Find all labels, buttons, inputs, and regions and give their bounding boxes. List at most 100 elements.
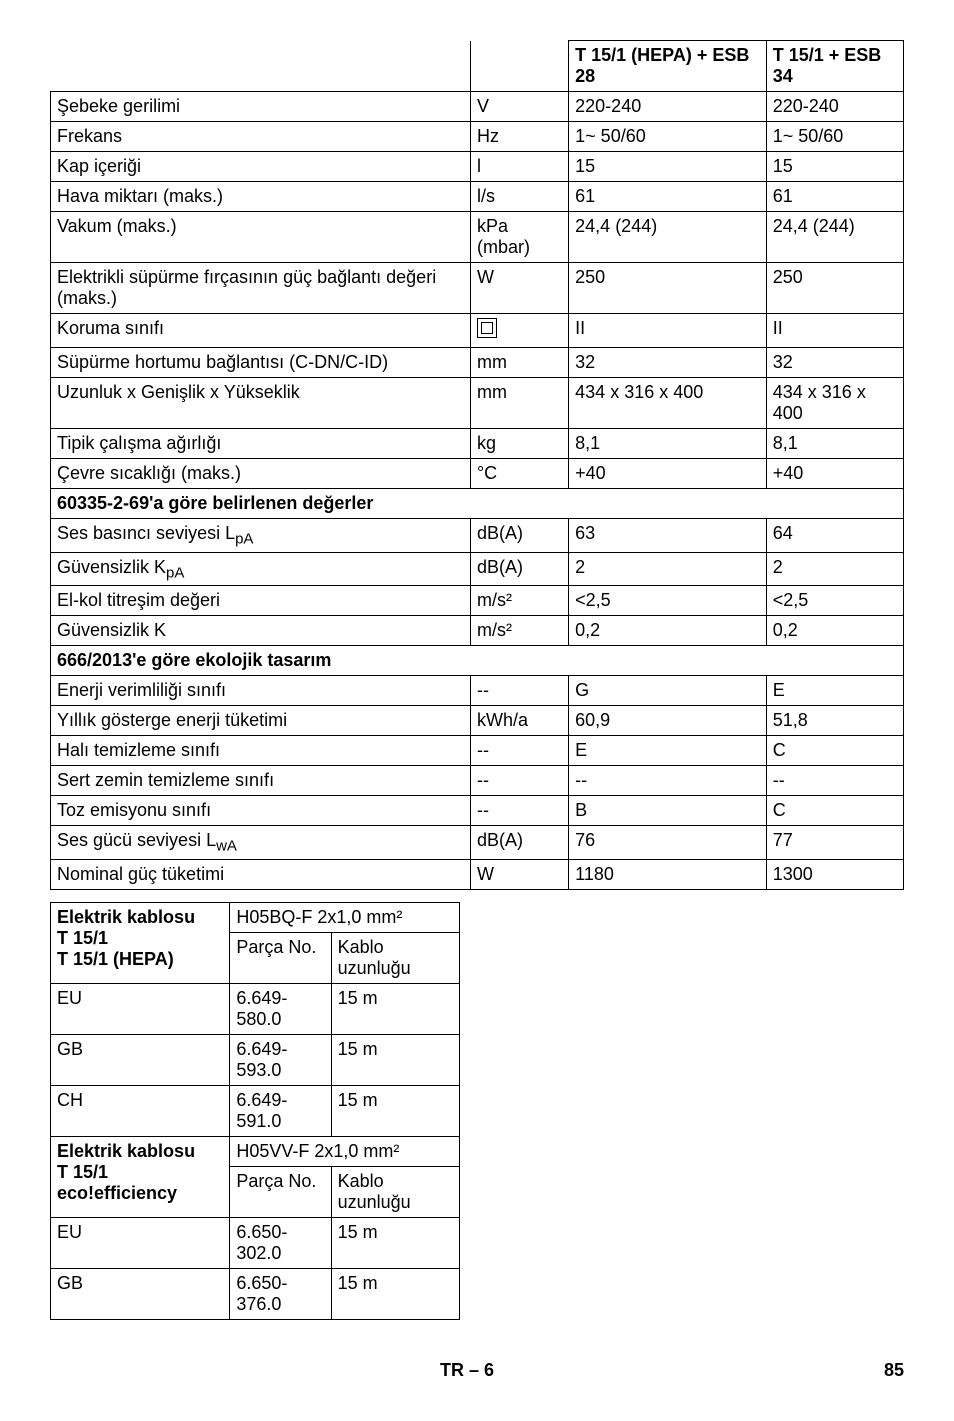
cable-group2-header: Elektrik kablosu T 15/1 eco!efficiency H… — [51, 1136, 460, 1166]
section-666-2013: 666/2013'e göre ekolojik tasarım — [51, 646, 904, 676]
row-value-2: 77 — [766, 826, 903, 860]
row-unit: m/s² — [470, 616, 568, 646]
row-value-1: 8,1 — [569, 429, 767, 459]
row-value-1: 76 — [569, 826, 767, 860]
row-value-1: II — [569, 314, 767, 348]
col-header-2: T 15/1 + ESB 34 — [766, 41, 903, 92]
row-value-1: -- — [569, 766, 767, 796]
row-value-1: 250 — [569, 263, 767, 314]
row-unit: -- — [470, 676, 568, 706]
row-label: Nominal güç tüketimi — [51, 859, 471, 889]
table-row: El-kol titreşim değerim/s²<2,5<2,5 — [51, 586, 904, 616]
row-label: Yıllık gösterge enerji tüketimi — [51, 706, 471, 736]
kablo-label: Kablo uzunluğu — [331, 932, 459, 983]
row-unit: kPa (mbar) — [470, 212, 568, 263]
row-label: Sert zemin temizleme sınıfı — [51, 766, 471, 796]
row-unit: Hz — [470, 122, 568, 152]
row-value-2: 61 — [766, 182, 903, 212]
cable-group2-title: Elektrik kablosu T 15/1 eco!efficiency — [51, 1136, 230, 1217]
part-number: 6.650-376.0 — [230, 1268, 331, 1319]
row-label: Ses basıncı seviyesi LpA — [51, 519, 471, 553]
table-row: Toz emisyonu sınıfı--BC — [51, 796, 904, 826]
page-footer: TR – 6 85 — [50, 1360, 904, 1381]
row-label: Koruma sınıfı — [51, 314, 471, 348]
cable-length: 15 m — [331, 1034, 459, 1085]
row-value-1: 2 — [569, 552, 767, 586]
row-label: Tipik çalışma ağırlığı — [51, 429, 471, 459]
cable-length: 15 m — [331, 1217, 459, 1268]
table-row: Nominal güç tüketimiW11801300 — [51, 859, 904, 889]
row-label: Elektrikli süpürme fırçasının güç bağlan… — [51, 263, 471, 314]
table-row: Elektrikli süpürme fırçasının güç bağlan… — [51, 263, 904, 314]
row-unit: -- — [470, 736, 568, 766]
row-value-1: 60,9 — [569, 706, 767, 736]
part-number: 6.649-591.0 — [230, 1085, 331, 1136]
row-unit: V — [470, 92, 568, 122]
part-number: 6.649-593.0 — [230, 1034, 331, 1085]
table-row: Çevre sıcaklığı (maks.)°C+40+40 — [51, 459, 904, 489]
table-row: Hava miktarı (maks.)l/s6161 — [51, 182, 904, 212]
table-row: CH6.649-591.015 m — [51, 1085, 460, 1136]
row-label: Süpürme hortumu bağlantısı (C-DN/C-ID) — [51, 348, 471, 378]
cable-length: 15 m — [331, 1085, 459, 1136]
row-value-2: 8,1 — [766, 429, 903, 459]
row-label: Güvensizlik K — [51, 616, 471, 646]
cable-group1-title: Elektrik kablosu T 15/1T 15/1 (HEPA) — [51, 902, 230, 983]
table-row: Güvensizlik Km/s²0,20,2 — [51, 616, 904, 646]
row-unit: mm — [470, 378, 568, 429]
row-unit: l/s — [470, 182, 568, 212]
row-label: Şebeke gerilimi — [51, 92, 471, 122]
part-number: 6.649-580.0 — [230, 983, 331, 1034]
row-label: Çevre sıcaklığı (maks.) — [51, 459, 471, 489]
row-value-1: 1180 — [569, 859, 767, 889]
row-label: Uzunluk x Genişlik x Yükseklik — [51, 378, 471, 429]
row-unit: kg — [470, 429, 568, 459]
specs-table: T 15/1 (HEPA) + ESB 28 T 15/1 + ESB 34 Ş… — [50, 40, 904, 890]
table-row: Şebeke gerilimiV220-240220-240 — [51, 92, 904, 122]
parca-no-label: Parça No. — [230, 932, 331, 983]
table-row: Sert zemin temizleme sınıfı------ — [51, 766, 904, 796]
row-label: Ses gücü seviyesi LwA — [51, 826, 471, 860]
table-row: Yıllık gösterge enerji tüketimikWh/a60,9… — [51, 706, 904, 736]
row-unit: l — [470, 152, 568, 182]
cable-length: 15 m — [331, 983, 459, 1034]
country-code: GB — [51, 1034, 230, 1085]
row-unit: -- — [470, 796, 568, 826]
country-code: EU — [51, 1217, 230, 1268]
row-value-1: 63 — [569, 519, 767, 553]
row-unit: dB(A) — [470, 552, 568, 586]
row-unit: mm — [470, 348, 568, 378]
section-60335: 60335-2-69'a göre belirlenen değerler — [51, 489, 904, 519]
table-row: EU6.650-302.015 m — [51, 1217, 460, 1268]
row-unit — [470, 314, 568, 348]
table-row: Ses gücü seviyesi LwAdB(A)7677 — [51, 826, 904, 860]
row-label: Hava miktarı (maks.) — [51, 182, 471, 212]
row-value-1: <2,5 — [569, 586, 767, 616]
country-code: CH — [51, 1085, 230, 1136]
table-row: EU6.649-580.015 m — [51, 983, 460, 1034]
cable-group1-header: Elektrik kablosu T 15/1T 15/1 (HEPA) H05… — [51, 902, 460, 932]
row-value-2: 250 — [766, 263, 903, 314]
row-label: Güvensizlik KpA — [51, 552, 471, 586]
table-row: Kap içeriğil1515 — [51, 152, 904, 182]
row-value-1: 220-240 — [569, 92, 767, 122]
row-value-2: 1~ 50/60 — [766, 122, 903, 152]
row-value-2: 434 x 316 x 400 — [766, 378, 903, 429]
row-value-1: 1~ 50/60 — [569, 122, 767, 152]
table-row: Tipik çalışma ağırlığıkg8,18,1 — [51, 429, 904, 459]
table-row: Halı temizleme sınıfı--EC — [51, 736, 904, 766]
row-value-2: +40 — [766, 459, 903, 489]
row-value-2: 0,2 — [766, 616, 903, 646]
table-row: GB6.650-376.015 m — [51, 1268, 460, 1319]
row-value-1: E — [569, 736, 767, 766]
row-value-2: 32 — [766, 348, 903, 378]
row-value-2: E — [766, 676, 903, 706]
row-unit: m/s² — [470, 586, 568, 616]
cable-group2-spec: H05VV-F 2x1,0 mm² — [230, 1136, 460, 1166]
row-value-2: 24,4 (244) — [766, 212, 903, 263]
row-unit: -- — [470, 766, 568, 796]
row-value-2: 220-240 — [766, 92, 903, 122]
row-value-2: 51,8 — [766, 706, 903, 736]
cable-table: Elektrik kablosu T 15/1T 15/1 (HEPA) H05… — [50, 902, 460, 1320]
table-row: Ses basıncı seviyesi LpAdB(A)6364 — [51, 519, 904, 553]
